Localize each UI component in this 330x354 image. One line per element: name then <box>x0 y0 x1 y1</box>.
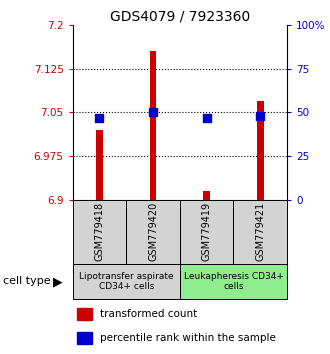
Point <box>258 113 263 119</box>
Point <box>150 109 156 115</box>
Point <box>97 115 102 120</box>
Bar <box>77 332 92 344</box>
Text: GSM779418: GSM779418 <box>94 202 104 262</box>
Text: ▶: ▶ <box>53 275 63 288</box>
Bar <box>73 200 126 264</box>
Text: GSM779420: GSM779420 <box>148 202 158 262</box>
Text: percentile rank within the sample: percentile rank within the sample <box>100 333 276 343</box>
Bar <box>96 130 103 200</box>
Bar <box>73 264 180 299</box>
Bar <box>234 200 287 264</box>
Bar <box>180 200 234 264</box>
Bar <box>77 308 92 320</box>
Text: Leukapheresis CD34+
cells: Leukapheresis CD34+ cells <box>183 272 283 291</box>
Text: transformed count: transformed count <box>100 309 198 319</box>
Bar <box>180 264 287 299</box>
Text: GSM779419: GSM779419 <box>202 202 212 262</box>
Bar <box>257 101 264 200</box>
Text: cell type: cell type <box>3 276 51 286</box>
Title: GDS4079 / 7923360: GDS4079 / 7923360 <box>110 10 250 24</box>
Bar <box>126 200 180 264</box>
Text: Lipotransfer aspirate
CD34+ cells: Lipotransfer aspirate CD34+ cells <box>79 272 174 291</box>
Point <box>204 115 209 120</box>
Bar <box>150 51 156 200</box>
Text: GSM779421: GSM779421 <box>255 202 265 262</box>
Bar <box>203 191 210 200</box>
